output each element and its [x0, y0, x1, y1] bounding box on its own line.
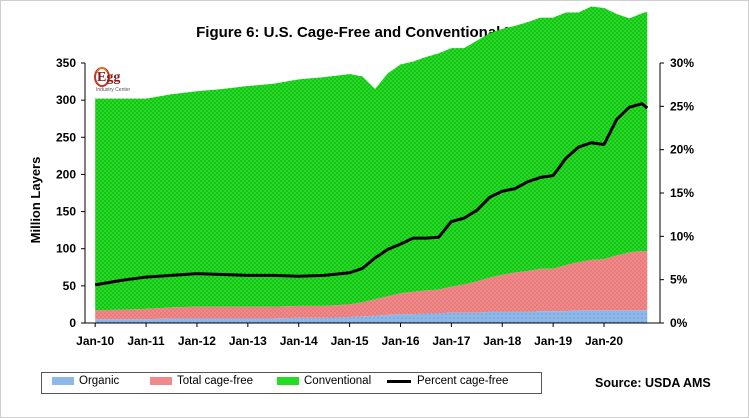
chart-legend: Organic Total cage-free Conventional Per… [41, 372, 542, 394]
y2-tick-label: 5% [670, 273, 688, 287]
y2-tick-label: 20% [670, 143, 694, 157]
y-tick-label: 200 [56, 167, 76, 181]
y2-tick-label: 25% [670, 99, 694, 113]
x-tick-label: Jan-16 [381, 334, 419, 348]
y-tick-label: 50 [63, 279, 77, 293]
y-tick-label: 150 [56, 205, 76, 219]
legend-swatch-percent-cage-free [387, 379, 411, 383]
y-tick-label: 300 [56, 93, 76, 107]
logo-subtext: Industry Center [96, 87, 131, 93]
x-tick-label: Jan-18 [483, 334, 521, 348]
x-tick-label: Jan-13 [229, 334, 267, 348]
y2-tick-label: 10% [670, 229, 694, 243]
x-tick-label: Jan-11 [127, 334, 165, 348]
legend-label-percent-cage-free: Percent cage-free [417, 375, 509, 387]
line-layer [94, 102, 649, 287]
x-tick-label: Jan-12 [178, 334, 216, 348]
y-tick-label: 350 [56, 56, 76, 70]
y-tick-label: 250 [56, 130, 76, 144]
axes-layer: 0 50 100 150 200 250 300 350 0% 5% 10% 15% 20% 25% 30%… [56, 56, 694, 348]
y2-tick-label: 15% [670, 186, 694, 200]
x-tick-label: Jan-15 [331, 334, 369, 348]
legend-item-conventional: Conventional [277, 375, 371, 387]
area-layer [95, 6, 648, 323]
logo-text: Egg [97, 70, 121, 85]
area-total-cage-free [95, 250, 648, 320]
area-conventional [95, 6, 648, 311]
chart-title: Figure 6: U.S. Cage-Free and Conventiona… [196, 24, 553, 41]
area-organic [95, 310, 648, 323]
legend-swatch-organic [52, 377, 74, 385]
x-tick-label: Jan-19 [534, 334, 572, 348]
x-tick-label: Jan-10 [76, 334, 114, 348]
y-tick-label: 100 [56, 242, 76, 256]
legend-item-percent-cage-free: Percent cage-free [387, 375, 508, 387]
x-tick-label: Jan-20 [585, 334, 623, 348]
egg-industry-center-logo [88, 62, 136, 98]
legend-label-conventional: Conventional [304, 375, 372, 387]
y2-tick-label: 0% [670, 316, 688, 330]
legend-item-organic: Organic [52, 375, 119, 387]
y-axis-label: Million Layers [28, 157, 43, 244]
y-tick-label: 0 [69, 316, 76, 330]
legend-swatch-total-cage-free [150, 377, 172, 385]
legend-label-organic: Organic [79, 375, 120, 387]
x-tick-label: Jan-14 [280, 334, 318, 348]
line-percent-cage-free [94, 102, 649, 287]
legend-item-total-cage-free: Total cage-free [150, 375, 253, 387]
legend-label-total-cage-free: Total cage-free [177, 375, 254, 387]
legend-swatch-conventional [277, 377, 299, 385]
x-tick-label: Jan-17 [432, 334, 470, 348]
source-note: Source: USDA AMS [595, 376, 711, 390]
y2-tick-label: 30% [670, 56, 694, 70]
